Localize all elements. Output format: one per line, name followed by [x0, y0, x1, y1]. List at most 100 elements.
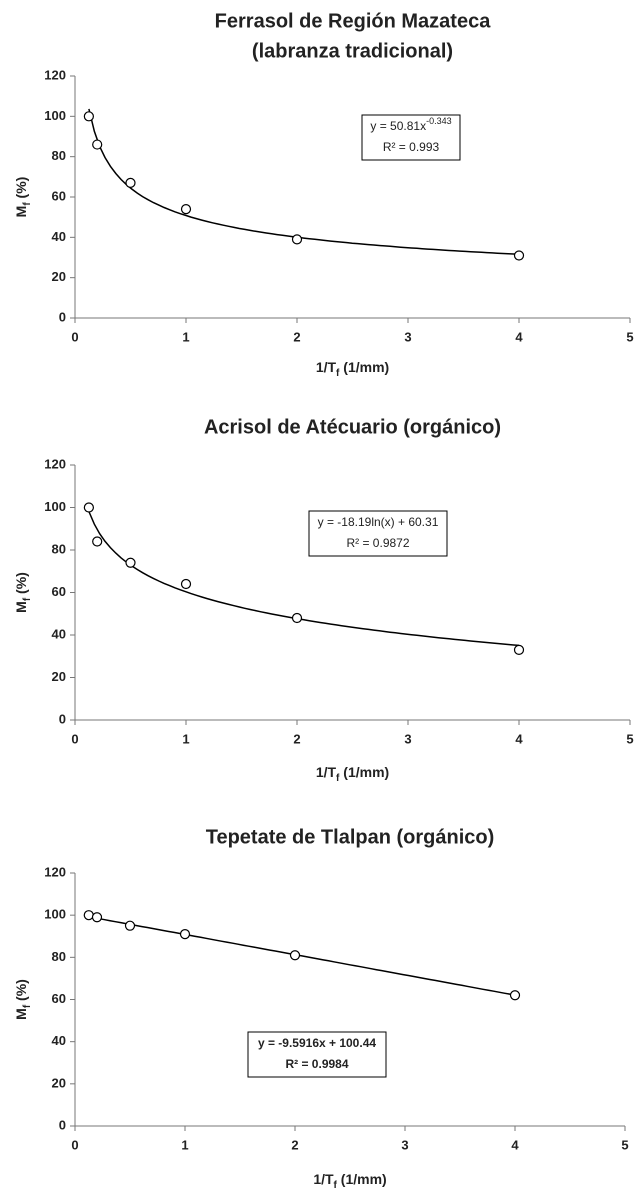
data-point [289, 950, 301, 961]
data-point [179, 929, 191, 940]
x-tick-label: 3 [404, 731, 411, 746]
y-tick-label: 60 [52, 188, 66, 203]
label-part: M [13, 601, 29, 613]
data-point [125, 177, 136, 188]
label-part: f [336, 773, 340, 784]
y-tick-label: 0 [59, 309, 66, 324]
y-tick-label: 100 [44, 499, 66, 514]
label-part: (1/mm) [339, 764, 389, 780]
y-tick-label: 100 [44, 907, 66, 922]
x-tick-label: 4 [515, 329, 523, 344]
r-squared: R² = 0.9984 [285, 1057, 348, 1071]
label-part: (1/mm) [337, 1171, 387, 1187]
chart-title: Acrisol de Atécuario (orgánico) [204, 416, 501, 438]
data-point [92, 139, 103, 150]
data-point [180, 204, 192, 215]
x-tick-label: 1 [182, 329, 189, 344]
data-point [291, 234, 303, 245]
x-tick-label: 5 [626, 731, 633, 746]
y-tick-label: 120 [44, 456, 66, 471]
data-point [83, 111, 94, 122]
trendline [88, 108, 520, 256]
trendline [88, 916, 516, 996]
data-point [125, 557, 136, 568]
x-tick-label: 3 [404, 329, 411, 344]
label-part: f [336, 368, 340, 379]
data-point [180, 578, 192, 590]
y-tick-label: 60 [52, 584, 66, 599]
label-part: M [13, 206, 29, 218]
label-part: 1/T [313, 1171, 334, 1187]
x-tick-label: 2 [293, 731, 300, 746]
y-tick-label: 40 [52, 1033, 66, 1048]
x-tick-label: 2 [293, 329, 300, 344]
y-axis-label: Mf (%) [13, 177, 33, 218]
x-tick-label: 2 [291, 1137, 298, 1152]
x-tick-label: 0 [71, 329, 78, 344]
label-part: (%) [13, 572, 29, 598]
label-part: (%) [13, 177, 29, 203]
y-tick-label: 60 [52, 991, 66, 1006]
data-point [92, 536, 103, 547]
data-point [91, 912, 103, 923]
y-tick-label: 80 [52, 148, 66, 163]
y-tick-label: 80 [52, 949, 66, 964]
y-tick-label: 40 [52, 626, 66, 641]
data-point [509, 990, 521, 1001]
x-axis-label: 1/Tf (1/mm) [313, 1171, 386, 1190]
x-axis-label: 1/Tf (1/mm) [316, 764, 389, 784]
label-part: 1/T [316, 764, 337, 780]
y-tick-label: 120 [44, 67, 66, 82]
y-tick-label: 100 [44, 108, 66, 123]
equation: y = -18.19ln(x) + 60.31 [318, 515, 439, 529]
equation-box [308, 510, 448, 557]
data-point [83, 910, 94, 921]
equation-part: y = 50.81x [370, 119, 426, 133]
equation: y = -9.5916x + 100.44 [258, 1036, 376, 1050]
x-tick-label: 4 [515, 731, 523, 746]
data-point [124, 920, 136, 931]
data-point [291, 612, 303, 624]
label-part: M [13, 1008, 29, 1020]
y-axis-label: Mf (%) [13, 979, 33, 1020]
chart-title: Tepetate de Tlalpan (orgánico) [206, 826, 495, 848]
y-tick-label: 120 [44, 864, 66, 879]
chart-title: (labranza tradicional) [252, 40, 453, 62]
y-tick-label: 20 [52, 269, 66, 284]
x-axis-label: 1/Tf (1/mm) [316, 359, 389, 379]
label-part: f [334, 1180, 338, 1190]
x-tick-label: 5 [626, 329, 633, 344]
chart-title: Ferrasol de Región Mazateca [215, 10, 492, 32]
x-tick-label: 1 [181, 1137, 188, 1152]
data-point [83, 502, 94, 513]
y-tick-label: 20 [52, 669, 66, 684]
label-part: 1/T [316, 359, 337, 375]
x-tick-label: 0 [71, 731, 78, 746]
label-part: f [22, 597, 33, 601]
y-axis-label: Mf (%) [13, 572, 33, 613]
x-tick-label: 4 [511, 1137, 519, 1152]
equation: y = 50.81x-0.343 [370, 116, 451, 133]
equation-part: y = -18.19ln(x) + 60.31 [318, 515, 439, 529]
y-tick-label: 40 [52, 229, 66, 244]
r-squared: R² = 0.9872 [346, 536, 409, 550]
data-point [513, 644, 525, 655]
equation-part: -0.343 [426, 116, 452, 126]
y-tick-label: 80 [52, 541, 66, 556]
trendline [88, 511, 520, 647]
x-tick-label: 0 [71, 1137, 78, 1152]
x-tick-label: 3 [401, 1137, 408, 1152]
equation-box [361, 114, 461, 161]
label-part: (%) [13, 979, 29, 1005]
data-point [513, 250, 525, 261]
equation-part: y = -9.5916x + 100.44 [258, 1036, 376, 1050]
equation-box [247, 1031, 387, 1078]
label-part: (1/mm) [339, 359, 389, 375]
y-tick-label: 20 [52, 1075, 66, 1090]
label-part: f [22, 202, 33, 206]
y-tick-label: 0 [59, 711, 66, 726]
r-squared: R² = 0.993 [383, 140, 440, 154]
y-tick-label: 0 [59, 1117, 66, 1132]
